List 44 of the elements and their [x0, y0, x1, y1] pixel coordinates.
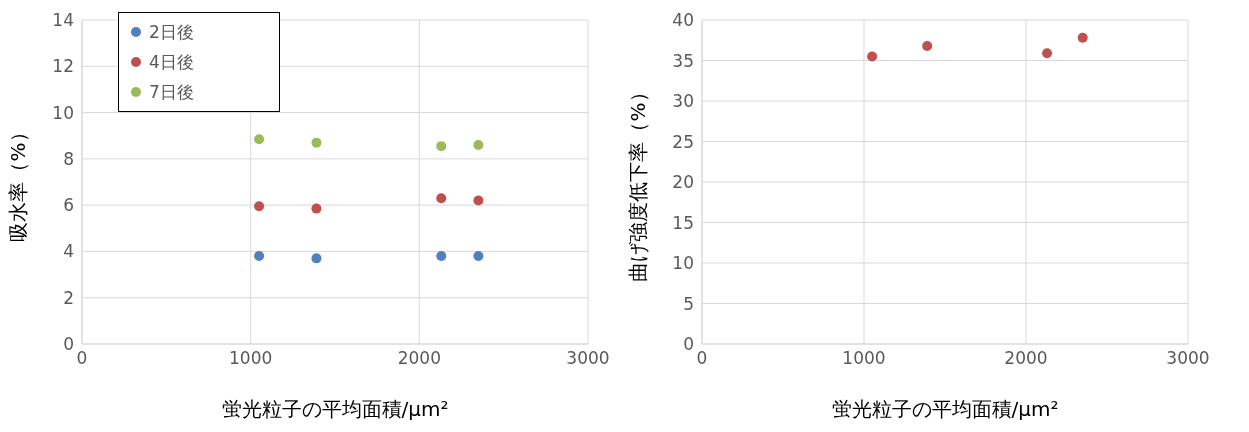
- y-tick-label: 10: [52, 102, 74, 123]
- y-axis-title: 吸水率（%）: [6, 122, 31, 242]
- y-tick-label: 0: [683, 334, 694, 355]
- x-tick-label: 0: [76, 348, 88, 369]
- point: [436, 193, 447, 204]
- point: [254, 251, 265, 262]
- point: [254, 134, 265, 145]
- point: [311, 253, 322, 264]
- x-tick-label: 0: [696, 348, 708, 369]
- y-tick-label: 30: [672, 91, 694, 112]
- point: [436, 251, 447, 262]
- point: [436, 141, 447, 152]
- x-tick-label: 1000: [229, 348, 273, 369]
- x-tick-label: 2000: [1004, 348, 1048, 369]
- y-tick-label: 14: [52, 10, 74, 31]
- y-tick-label: 25: [672, 131, 694, 152]
- legend-label: 4日後: [149, 51, 194, 74]
- y-axis-title: 曲げ強度低下率（%）: [626, 82, 651, 282]
- y-tick-label: 15: [672, 212, 694, 233]
- legend-label: 7日後: [149, 81, 194, 104]
- y-tick-label: 35: [672, 50, 694, 71]
- y-tick-label: 0: [63, 334, 74, 355]
- x-tick-label: 2000: [397, 348, 441, 369]
- y-tick-label: 10: [672, 253, 694, 274]
- x-tick-label: 3000: [566, 348, 610, 369]
- y-tick-label: 40: [672, 10, 694, 31]
- y-tick-label: 8: [63, 148, 74, 169]
- x-axis-title: 蛍光粒子の平均面積/μm²: [221, 397, 449, 421]
- y-tick-label: 12: [52, 56, 74, 77]
- y-tick-label: 4: [63, 241, 74, 262]
- y-tick-label: 20: [672, 172, 694, 193]
- x-axis-title: 蛍光粒子の平均面積/μm²: [831, 397, 1059, 421]
- legend-label: 2日後: [149, 21, 194, 44]
- point: [311, 137, 322, 148]
- y-tick-label: 2: [63, 287, 74, 308]
- point: [473, 195, 484, 206]
- point: [311, 203, 322, 214]
- point: [254, 201, 265, 212]
- point: [473, 251, 484, 262]
- x-tick-label: 3000: [1166, 348, 1210, 369]
- point: [473, 139, 484, 150]
- x-tick-label: 1000: [842, 348, 886, 369]
- y-tick-label: 6: [63, 195, 74, 216]
- y-tick-label: 5: [683, 293, 694, 314]
